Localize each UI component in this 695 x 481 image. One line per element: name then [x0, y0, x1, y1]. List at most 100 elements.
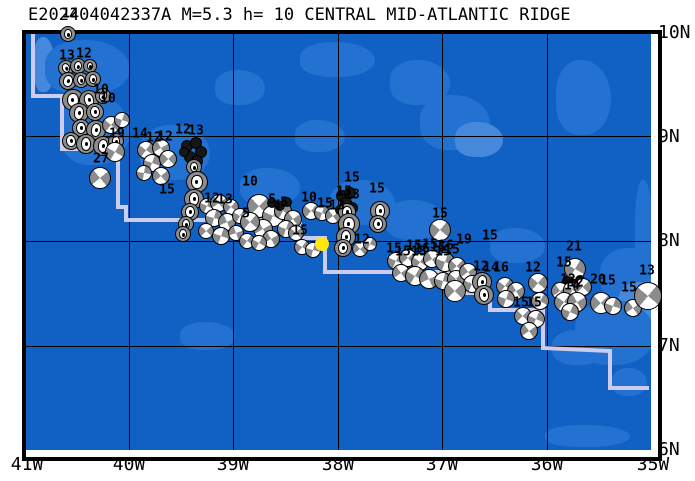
depth-label: 12	[568, 275, 584, 291]
map-area: 12 13 12 10 10 19 27 14 12 12 12 13 15 12 13 10 5 5 4 5 15 15…	[22, 8, 662, 461]
depth-label: 10	[93, 82, 109, 98]
depth-label: 15	[430, 240, 446, 256]
depth-label: 12	[354, 232, 370, 248]
focal-mechanism-beachball	[105, 142, 125, 162]
depth-label: 15	[435, 244, 451, 260]
focal-mechanism-beachball	[333, 238, 353, 258]
depth-label: 13	[329, 198, 345, 214]
depth-label: 15	[513, 295, 529, 311]
depth-label: 5	[280, 195, 288, 211]
bathymetry-patch	[215, 70, 265, 105]
depth-label: 16	[414, 241, 430, 257]
focal-mechanism-beachball	[186, 171, 208, 193]
longitude-tick-label: 39W	[216, 454, 250, 475]
beachball-center-dot	[195, 180, 199, 184]
depth-label: 12	[560, 272, 576, 288]
beachball-center-dot	[77, 111, 81, 116]
latitude-tick-label: 6N	[658, 439, 680, 460]
bathymetry-patch	[612, 368, 647, 396]
depth-label: 14	[564, 278, 580, 294]
depth-label: 15	[444, 242, 460, 258]
depth-label: 15	[526, 295, 542, 311]
depth-label: 12	[525, 260, 541, 276]
depth-label: 12	[157, 129, 173, 145]
depth-label: 13	[59, 48, 75, 64]
focal-mechanism-beachball	[634, 282, 662, 310]
figure-title: E202404042337A M=5.3 h= 10 CENTRAL MID-A…	[28, 5, 571, 25]
depth-label: 13	[639, 263, 655, 279]
parallel-gridline	[25, 346, 651, 347]
focal-mechanism-beachball	[240, 212, 260, 232]
bathymetry-patch	[300, 42, 375, 77]
longitude-tick-label: 40W	[112, 454, 146, 475]
depth-label: 13	[344, 187, 360, 203]
focal-mechanism-beachball	[136, 165, 152, 181]
beachball-center-dot	[71, 98, 75, 102]
depth-label: 13	[217, 192, 233, 208]
beachball-center-dot	[184, 222, 188, 227]
highlighted-event-marker	[315, 237, 329, 251]
longitude-tick-label: 38W	[321, 454, 355, 475]
beachball-center-dot	[181, 232, 185, 237]
depth-label: 20	[590, 272, 606, 288]
depth-label: 16	[493, 260, 509, 276]
depth-label: 13	[188, 123, 204, 139]
depth-label: 12	[204, 191, 220, 207]
depth-label: 15	[292, 223, 308, 239]
focal-mechanism-beachball	[561, 303, 579, 321]
depth-label: 15	[386, 241, 402, 257]
beachball-center-dot	[344, 235, 348, 240]
depth-label: 15	[422, 237, 438, 253]
depth-label: 12	[146, 130, 162, 146]
beachball-center-dot	[91, 77, 95, 82]
map-symbols-layer: 12 13 12 10 10 19 27 14 12 12 12 13 15 12 13 10 5 5 4 5 15 15…	[25, 8, 662, 450]
depth-label: 15	[600, 273, 616, 289]
focal-mechanism-beachball	[497, 290, 515, 308]
depth-label: 15	[395, 244, 411, 260]
focal-mechanism-beachball	[60, 26, 76, 42]
focal-mechanism-beachball	[175, 226, 191, 242]
depth-label: 15	[556, 255, 572, 271]
beachball-center-dot	[482, 293, 486, 298]
depth-label: 15	[344, 170, 360, 186]
depth-label: 15	[411, 244, 427, 260]
focal-mechanism-beachball	[159, 150, 177, 168]
depth-label: 12	[175, 122, 191, 138]
depth-label: 12	[76, 46, 92, 62]
depth-label: 10	[301, 190, 317, 206]
focal-mechanism-beachball	[212, 227, 230, 245]
beachball-center-dot	[101, 144, 105, 149]
beachball-center-dot	[378, 209, 382, 214]
parallel-gridline	[25, 136, 651, 137]
depth-label: 5	[242, 206, 250, 222]
depth-label: 12	[62, 6, 78, 22]
depth-label: 19	[109, 126, 125, 142]
longitude-tick-label: 36W	[530, 454, 564, 475]
depth-label: 10	[100, 91, 116, 107]
beachball-center-dot	[347, 222, 351, 226]
focal-mechanism-beachball	[251, 235, 267, 251]
depth-label: 15	[621, 280, 637, 296]
depth-label: 15	[406, 238, 422, 254]
depth-label: 15	[432, 206, 448, 222]
depth-label: 14	[132, 126, 148, 142]
beachball-center-dot	[79, 78, 84, 83]
depth-label: 4	[273, 198, 281, 214]
depth-label: 21	[566, 239, 582, 255]
bathymetry-patch	[180, 322, 235, 350]
depth-label: 15	[159, 182, 175, 198]
beachball-center-dot	[376, 222, 380, 227]
longitude-tick-label: 41W	[10, 454, 44, 475]
beachball-center-dot	[345, 210, 349, 215]
focal-mechanism-beachball	[520, 322, 538, 340]
depth-label: 15	[336, 184, 352, 200]
bathymetry-patch	[455, 122, 503, 157]
focal-mechanism-beachball	[429, 219, 451, 241]
depth-label: 15	[369, 181, 385, 197]
focal-mechanism-beachball	[369, 215, 387, 233]
bathymetry-patch	[545, 425, 630, 447]
focal-mechanism-beachball	[152, 167, 170, 185]
longitude-tick-label: 37W	[425, 454, 459, 475]
beachball-center-dot	[84, 142, 88, 147]
beachball-center-dot	[66, 32, 70, 37]
